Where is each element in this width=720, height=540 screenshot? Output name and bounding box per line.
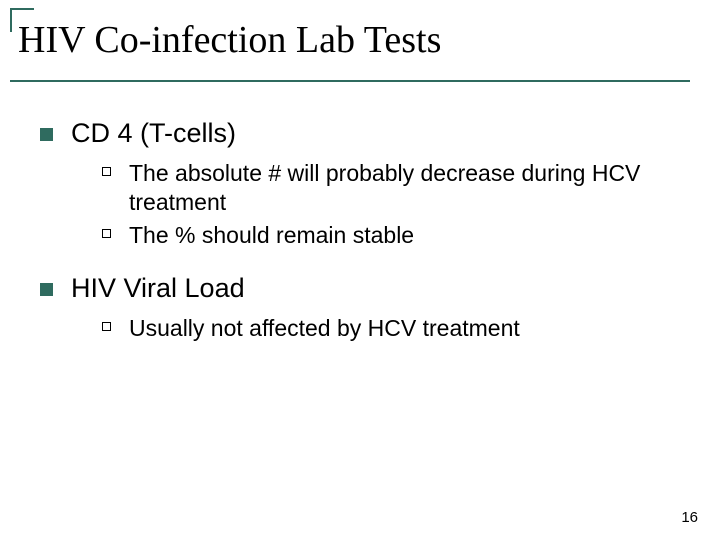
- square-bullet-icon: [40, 283, 53, 296]
- sub-list: The absolute # will probably decrease du…: [102, 159, 690, 249]
- sub-list-item: Usually not affected by HCV treatment: [102, 314, 690, 343]
- sub-list-item: The % should remain stable: [102, 221, 690, 250]
- sub-list-item: The absolute # will probably decrease du…: [102, 159, 690, 217]
- sub-list-item-label: The absolute # will probably decrease du…: [129, 159, 690, 217]
- list-item: HIV Viral Load: [40, 273, 690, 304]
- title-accent-corner: [10, 8, 34, 32]
- title-underline: [10, 80, 690, 82]
- slide-title: HIV Co-infection Lab Tests: [10, 8, 690, 78]
- content-body: CD 4 (T-cells) The absolute # will proba…: [40, 118, 690, 347]
- sub-list: Usually not affected by HCV treatment: [102, 314, 690, 343]
- list-item-label: CD 4 (T-cells): [71, 118, 236, 149]
- list-item: CD 4 (T-cells): [40, 118, 690, 149]
- sub-list-item-label: Usually not affected by HCV treatment: [129, 314, 520, 343]
- list-item-label: HIV Viral Load: [71, 273, 245, 304]
- title-region: HIV Co-infection Lab Tests: [10, 8, 690, 82]
- page-number: 16: [681, 509, 698, 526]
- slide: HIV Co-infection Lab Tests CD 4 (T-cells…: [0, 0, 720, 540]
- sub-list-item-label: The % should remain stable: [129, 221, 414, 250]
- hollow-square-bullet-icon: [102, 322, 111, 331]
- hollow-square-bullet-icon: [102, 229, 111, 238]
- hollow-square-bullet-icon: [102, 167, 111, 176]
- square-bullet-icon: [40, 128, 53, 141]
